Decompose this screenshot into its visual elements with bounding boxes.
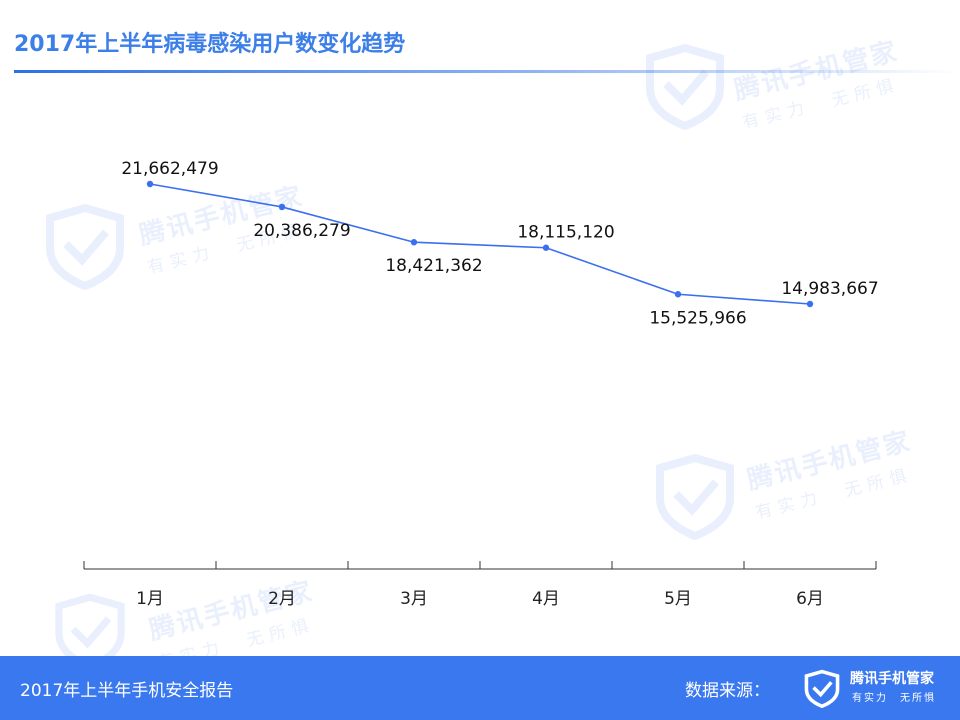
data-label: 20,386,279 [253,221,350,241]
data-point [806,300,814,308]
data-label: 14,983,667 [781,279,878,299]
series-line [149,183,811,305]
data-label: 15,525,966 [649,308,746,328]
data-point [674,291,682,298]
x-tick-label: 4月 [532,589,560,609]
footer-brand: 腾讯手机管家 [850,671,934,687]
chart-title: 2017年上半年病毒感染用户数变化趋势 [14,32,406,57]
x-tick-label: 3月 [400,589,428,609]
footer-slogan: 有实力 无所惧 [852,693,936,704]
data-point [146,180,154,188]
x-tick-label: 6月 [796,589,824,609]
footer-bar: 2017年上半年手机安全报告 数据来源： 腾讯手机管家 有实力 无所惧 [0,656,960,720]
title-divider [14,70,960,73]
data-label: 21,662,479 [121,159,218,179]
data-label: 18,115,120 [517,223,614,243]
line-chart: 1月 2月 3月 4月 5月 6月 21,662,479 20,386,279 18,421,3… [83,159,879,609]
data-point [542,244,550,251]
data-label: 18,421,362 [385,256,482,276]
x-tick-label: 5月 [664,589,692,609]
footer-source-label: 数据来源： [685,681,770,701]
data-point [410,239,418,246]
x-tick-label: 2月 [268,589,296,609]
x-tick-label: 1月 [136,589,164,609]
footer-report-title: 2017年上半年手机安全报告 [20,681,234,701]
data-point [278,203,286,211]
shield-icon [804,669,840,709]
